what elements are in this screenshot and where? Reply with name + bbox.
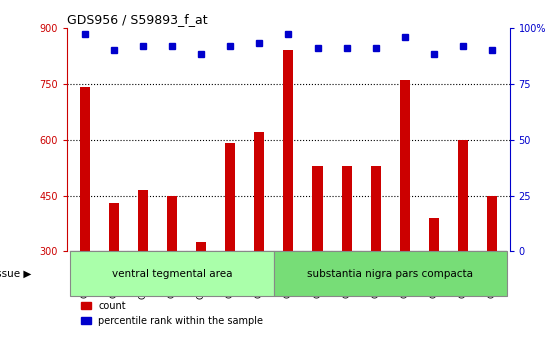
Bar [274,252,507,296]
Text: ventral tegmental area: ventral tegmental area [112,269,232,279]
Bar [283,50,293,252]
Bar [138,190,148,252]
Bar [70,252,274,296]
Bar [312,166,323,252]
Text: tissue ▶: tissue ▶ [0,269,32,279]
Bar [400,80,410,252]
Bar [109,203,119,252]
Text: GDS956 / S59893_f_at: GDS956 / S59893_f_at [67,13,208,27]
Bar [458,139,468,252]
Bar [225,143,235,252]
Bar [371,166,381,252]
Bar [254,132,264,252]
Legend: count, percentile rank within the sample: count, percentile rank within the sample [81,301,263,326]
Bar [487,196,497,252]
Bar [429,218,439,252]
Text: substantia nigra pars compacta: substantia nigra pars compacta [307,269,473,279]
Bar [342,166,352,252]
Bar [80,87,90,252]
Bar [167,196,177,252]
Bar [196,242,206,252]
